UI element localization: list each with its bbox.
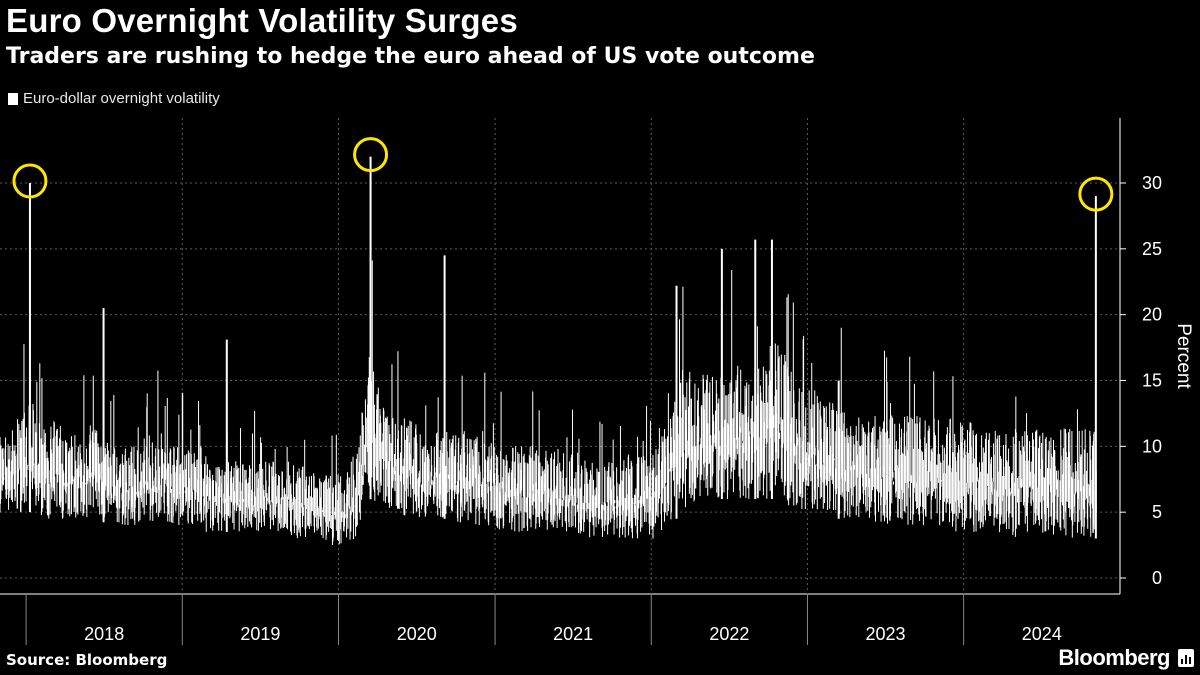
series-area — [0, 260, 1097, 545]
y-tick-label: 5 — [1152, 502, 1162, 522]
y-tick-label: 0 — [1152, 568, 1162, 588]
source-note: Source: Bloomberg — [6, 651, 168, 669]
x-tick-label: 2023 — [866, 624, 906, 644]
peak-highlight-circle — [353, 137, 389, 173]
x-tick-label: 2021 — [553, 624, 593, 644]
x-tick-label: 2022 — [709, 624, 749, 644]
legend-label: Euro-dollar overnight volatility — [23, 90, 220, 107]
y-tick-label: 15 — [1142, 371, 1162, 391]
chart-subtitle: Traders are rushing to hedge the euro ah… — [6, 44, 815, 69]
y-axis-title: Percent — [1173, 323, 1194, 389]
peak-highlight-circle — [12, 163, 48, 199]
x-tick-label: 2019 — [240, 624, 280, 644]
x-tick-label: 2020 — [397, 624, 437, 644]
chart-title: Euro Overnight Volatility Surges — [6, 2, 518, 39]
y-tick-label: 10 — [1142, 436, 1162, 456]
legend: Euro-dollar overnight volatility — [8, 90, 220, 107]
x-tick-label: 2018 — [84, 624, 124, 644]
y-tick-label: 25 — [1142, 239, 1162, 259]
brand-logo-text: Bloomberg — [1058, 645, 1170, 670]
brand-chart-icon — [1178, 649, 1194, 667]
y-tick-label: 20 — [1142, 305, 1162, 325]
y-tick-label: 30 — [1142, 173, 1162, 193]
peak-highlight-circle — [1078, 176, 1114, 212]
x-tick-label: 2024 — [1022, 624, 1062, 644]
legend-swatch — [8, 92, 18, 105]
